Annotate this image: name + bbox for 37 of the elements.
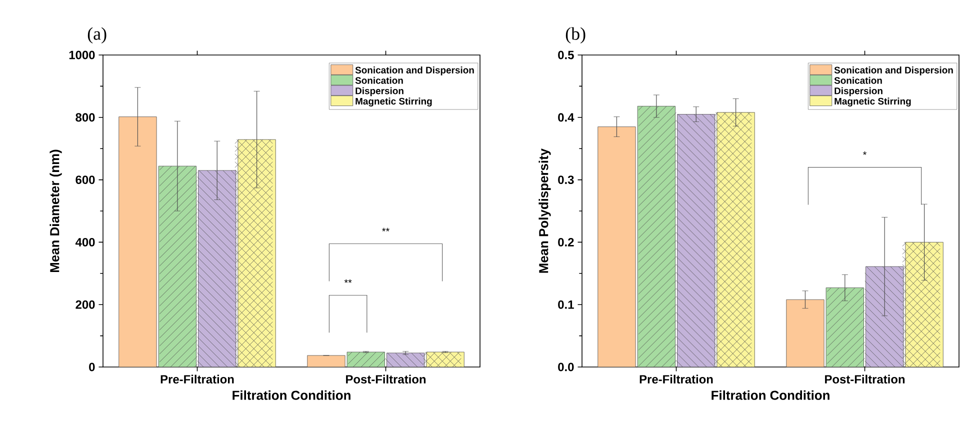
y-axis-title: Mean Polydispersity	[538, 148, 551, 273]
y-tick-label: 0.3	[558, 176, 574, 184]
legend-label: Dispersion	[834, 87, 882, 96]
y-tick-label: 600	[76, 176, 95, 184]
x-tick-label: Post-Filtration	[825, 374, 905, 384]
y-tick-label: 800	[76, 113, 95, 122]
annotation: **	[344, 279, 352, 283]
x-tick-label: Pre-Filtration	[160, 374, 234, 384]
legend-label: Sonication	[834, 76, 882, 84]
y-tick-label: 0.5	[558, 50, 574, 60]
annotation: **	[382, 228, 390, 232]
y-tick-label: 0.1	[558, 300, 574, 309]
legend-label: Dispersion	[356, 87, 404, 96]
bar	[786, 299, 824, 367]
legend-label: Magnetic Stirring	[834, 98, 911, 106]
y-tick-label: 0.0	[558, 362, 574, 372]
y-tick-label: 0.2	[558, 238, 574, 246]
annotation: *	[862, 151, 867, 155]
y-tick-label: 0.4	[558, 113, 574, 122]
y-axis-title: Mean Diameter (nm)	[50, 150, 62, 272]
y-tick-label: 400	[75, 238, 95, 246]
x-tick-label: Post-Filtration	[346, 374, 426, 384]
x-axis-title: Filtration Condition	[712, 390, 830, 400]
y-tick-label: 1000	[69, 50, 95, 60]
bar	[598, 126, 636, 367]
x-tick-label: Pre-Filtration	[640, 374, 713, 384]
legend-label: Sonication and Dispersion	[355, 66, 474, 76]
bar	[118, 116, 157, 367]
chart-title: (b)	[566, 27, 586, 44]
legend-label: Magnetic Stirring	[356, 98, 432, 106]
bar	[307, 355, 346, 367]
legend-label: Sonication and Dispersion	[834, 66, 953, 76]
legend-label: Sonication	[355, 76, 403, 84]
y-tick-label: 200	[76, 300, 95, 309]
chart-title: (a)	[88, 27, 106, 44]
x-axis-title: Filtration Condition	[232, 390, 350, 400]
y-tick-label: 0	[89, 362, 95, 372]
